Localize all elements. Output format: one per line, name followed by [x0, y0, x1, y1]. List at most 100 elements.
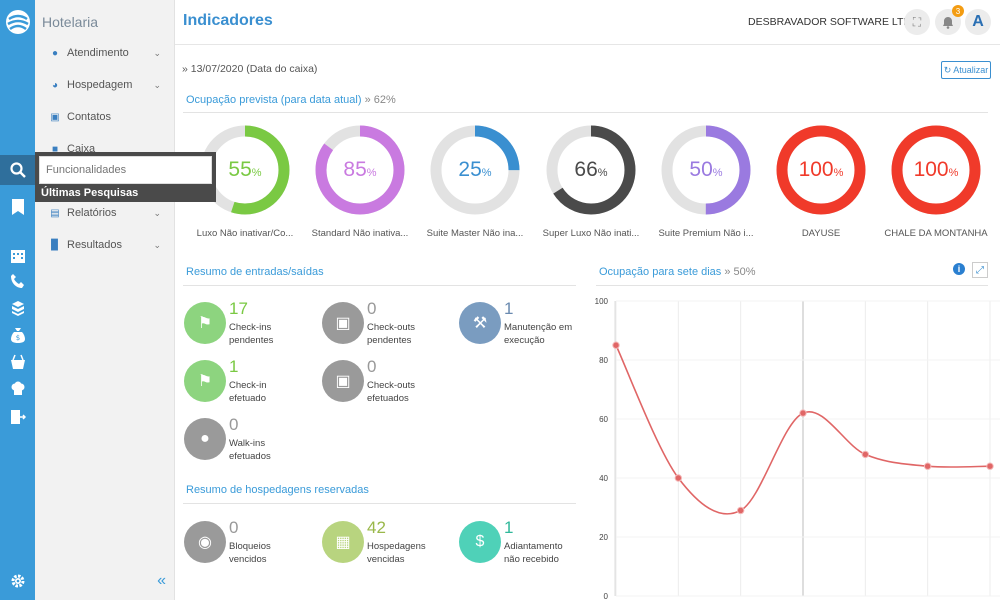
- kpi-card[interactable]: ⚑ 1 Check-in efetuado: [184, 357, 314, 410]
- data-point[interactable]: [736, 506, 745, 515]
- occupancy-donut[interactable]: 55% Luxo Não inativar/Co...: [190, 120, 300, 239]
- notifications-button[interactable]: 3: [935, 5, 964, 35]
- donut-fill: [200, 125, 290, 215]
- kpi-label-line1: Check-ins: [229, 322, 272, 333]
- kpi-card[interactable]: ▣ 0 Check-outs efetuados: [322, 357, 452, 410]
- kpi-label-line1: Bloqueios: [229, 541, 271, 552]
- donut-value-number: 66: [574, 158, 598, 181]
- occupancy-donut[interactable]: 100% DAYUSE: [766, 120, 876, 239]
- occupancy-donut[interactable]: 85% Standard Não inativa...: [305, 120, 415, 239]
- kpi-number: 42: [367, 518, 386, 537]
- lock-icon: ◉: [184, 521, 226, 563]
- info-icon[interactable]: i: [953, 263, 965, 275]
- collapse-sidebar-icon[interactable]: «: [157, 572, 166, 589]
- boxes-icon[interactable]: [0, 297, 35, 319]
- company-selector[interactable]: DESBRAVADOR SOFTWARE LTDA ▼: [748, 16, 928, 28]
- week-title-text: Ocupação para sete dias: [599, 266, 722, 278]
- data-point[interactable]: [986, 462, 994, 470]
- kpi-card[interactable]: ⚒ 1 Manutenção em execução: [459, 299, 589, 352]
- occupancy-donut[interactable]: 66% Super Luxo Não inati...: [536, 120, 646, 239]
- data-point[interactable]: [674, 474, 683, 482]
- person-icon: ●: [51, 47, 59, 59]
- kpi-label-line1: Check-in: [229, 380, 267, 391]
- building-icon[interactable]: [0, 244, 35, 266]
- hotel-icon: ◕: [51, 79, 59, 91]
- kpi-label: Hospedagens vencidas: [367, 540, 452, 566]
- chef-hat-icon[interactable]: [0, 378, 35, 400]
- donut-value: 100%: [913, 158, 959, 181]
- donut-ring: [430, 125, 520, 215]
- occupancy-donut[interactable]: 25% Suite Master Não ina...: [420, 120, 530, 239]
- expand-icon[interactable]: ⤢: [972, 262, 988, 278]
- kpi-label: Check-in efetuado: [229, 379, 314, 405]
- donut-value: 85%: [343, 158, 377, 181]
- kpi-number: 17: [229, 299, 248, 318]
- cash-date: » 13/07/2020 (Data do caixa): [182, 63, 318, 75]
- contacts-icon: ▣: [50, 111, 60, 123]
- data-point[interactable]: [923, 462, 932, 470]
- sidebar-item-hospedagem[interactable]: ◕ Hospedagem ⌄: [35, 74, 175, 96]
- donut-label: Suite Premium Não i...: [658, 228, 754, 239]
- sidebar-item-atendimento[interactable]: ● Atendimento ⌄: [35, 42, 175, 64]
- phone-icon[interactable]: [0, 270, 35, 292]
- kpi-number: 1: [504, 518, 514, 537]
- bookmark-icon[interactable]: [0, 196, 35, 218]
- kpi-card[interactable]: ▦ 42 Hospedagens vencidas: [322, 518, 452, 571]
- notification-badge: 3: [952, 5, 964, 17]
- divider: [596, 285, 988, 286]
- calendar-icon: ▦: [322, 521, 364, 563]
- donut-fill: [776, 125, 866, 215]
- exit-door-icon[interactable]: [0, 406, 35, 428]
- sidebar-item-relatorios[interactable]: ▤ Relatórios ⌄: [35, 202, 175, 224]
- donut-value: 50%: [689, 158, 723, 181]
- kpi-label-line2: vencidas: [367, 554, 405, 565]
- y-tick-label: 40: [599, 474, 608, 483]
- money-bag-icon[interactable]: $: [0, 324, 35, 346]
- data-point[interactable]: [612, 341, 620, 349]
- footprints-icon: ●: [184, 418, 226, 460]
- y-tick-label: 80: [599, 356, 608, 365]
- donut-ring: [891, 125, 981, 215]
- donut-label: Luxo Não inativar/Co...: [196, 228, 294, 239]
- sidebar-item-resultados[interactable]: ▉ Resultados ⌄: [35, 234, 175, 256]
- search-icon[interactable]: [0, 155, 35, 185]
- recent-searches-label: Últimas Pesquisas: [41, 187, 139, 199]
- donut-value-number: 100: [913, 158, 949, 181]
- data-point[interactable]: [861, 450, 870, 459]
- kpi-card[interactable]: ⚑ 17 Check-ins pendentes: [184, 299, 314, 352]
- sidebar-item-label: Atendimento: [67, 47, 129, 59]
- occupancy-donut[interactable]: 100% CHALE DA MONTANHA: [881, 120, 991, 239]
- fullscreen-icon: ⛶: [912, 14, 922, 29]
- app-logo-icon[interactable]: [0, 8, 35, 36]
- kpi-label: Check-outs pendentes: [367, 321, 452, 347]
- kpi-label-line2: efetuados: [367, 393, 409, 404]
- donut-ring: [546, 125, 636, 215]
- reservations-title: Resumo de hospedagens reservadas: [186, 484, 369, 496]
- kpi-label-line2: efetuado: [229, 393, 266, 404]
- donut-value-number: 55: [228, 158, 252, 181]
- search-input[interactable]: [39, 156, 212, 184]
- settings-gear-icon[interactable]: [0, 570, 35, 592]
- y-tick-label: 0: [604, 592, 609, 600]
- donut-value: 66%: [574, 158, 608, 181]
- kpi-card[interactable]: ◉ 0 Bloqueios vencidos: [184, 518, 314, 571]
- chevron-down-icon: ⌄: [153, 47, 161, 58]
- basket-icon[interactable]: [0, 351, 35, 373]
- donut-label: Suite Master Não ina...: [426, 228, 524, 239]
- report-icon: ▤: [50, 207, 60, 219]
- fullscreen-button[interactable]: ⛶: [904, 9, 930, 35]
- data-point[interactable]: [799, 409, 807, 417]
- donut-value-number: 50: [689, 158, 713, 181]
- kpi-card[interactable]: ▣ 0 Check-outs pendentes: [322, 299, 452, 352]
- refresh-button[interactable]: ↻ Atualizar: [941, 61, 991, 79]
- occupancy-donut[interactable]: 50% Suite Premium Não i...: [651, 120, 761, 239]
- sidebar-item-contatos[interactable]: ▣ Contatos: [35, 106, 175, 128]
- divider: [183, 285, 576, 286]
- avatar[interactable]: A: [965, 9, 991, 35]
- donut-value: 25%: [458, 158, 492, 181]
- kpi-number: 0: [367, 299, 377, 318]
- kpi-card[interactable]: ● 0 Walk-ins efetuados: [184, 415, 314, 468]
- donut-fill: [891, 125, 981, 215]
- kpi-card[interactable]: $1 Adiantamento não recebido: [459, 518, 589, 571]
- week-title: Ocupação para sete dias » 50%: [599, 266, 756, 278]
